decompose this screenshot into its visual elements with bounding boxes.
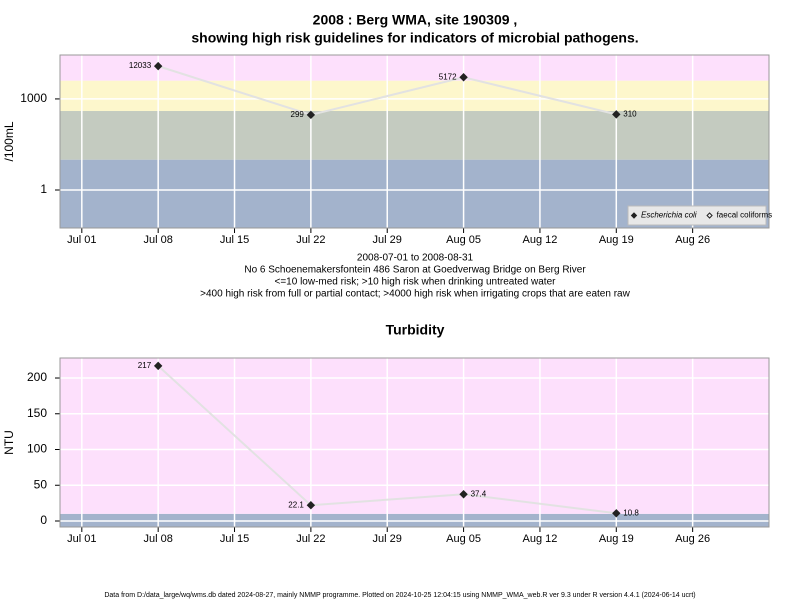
plot-frame bbox=[59, 357, 770, 528]
data-label: 5172 bbox=[439, 72, 457, 81]
chart-title: Turbidity bbox=[386, 322, 445, 338]
plot-frame bbox=[59, 54, 770, 229]
data-point bbox=[306, 500, 316, 510]
x-tick-label: Jul 08 bbox=[143, 533, 172, 545]
y-tick-label: 0 bbox=[40, 513, 47, 527]
x-tick-label: Jul 29 bbox=[373, 533, 402, 545]
data-point bbox=[306, 110, 316, 120]
chart-note: <=10 low-med risk; >10 high risk when dr… bbox=[275, 277, 557, 288]
data-point bbox=[612, 509, 621, 518]
x-tick-label: Aug 26 bbox=[675, 234, 710, 246]
x-tick-label: Jul 15 bbox=[220, 234, 249, 246]
x-tick-label: Aug 05 bbox=[446, 533, 481, 545]
chart-subtitle: showing high risk guidelines for indicat… bbox=[191, 30, 638, 46]
x-tick-label: Jul 15 bbox=[220, 533, 249, 545]
y-axis-label: NTU bbox=[2, 430, 16, 455]
chart-note: >400 high risk from full or partial cont… bbox=[200, 289, 630, 300]
y-tick-label: 50 bbox=[34, 477, 48, 491]
y-tick-label: 1000 bbox=[20, 91, 47, 105]
x-tick-label: Jul 01 bbox=[67, 234, 96, 246]
y-tick-label: 100 bbox=[27, 442, 47, 456]
chart-title: 2008 : Berg WMA, site 190309 , bbox=[313, 12, 518, 28]
data-label: 22.1 bbox=[288, 500, 304, 509]
x-tick-label: Aug 19 bbox=[599, 533, 634, 545]
legend-marker bbox=[706, 212, 713, 219]
risk-band bbox=[60, 80, 769, 112]
legend: Escherichia coli faecal coliforms bbox=[627, 205, 773, 226]
x-tick-label: Aug 12 bbox=[523, 533, 558, 545]
chart-note: 2008-07-01 to 2008-08-31 bbox=[357, 253, 474, 264]
data-label: 217 bbox=[138, 361, 152, 370]
data-point bbox=[612, 110, 621, 119]
y-tick-label: 1 bbox=[40, 182, 47, 196]
x-tick-label: Jul 22 bbox=[296, 234, 325, 246]
data-label: 310 bbox=[623, 109, 637, 118]
y-tick-label: 200 bbox=[27, 370, 47, 384]
data-point bbox=[459, 73, 468, 82]
data-label: 37.4 bbox=[471, 489, 487, 498]
x-tick-label: Aug 19 bbox=[599, 234, 634, 246]
x-tick-label: Jul 08 bbox=[143, 234, 172, 246]
x-tick-label: Aug 05 bbox=[446, 234, 481, 246]
data-label: 10.8 bbox=[623, 508, 639, 517]
risk-band bbox=[60, 358, 769, 514]
x-tick-label: Jul 29 bbox=[373, 234, 402, 246]
x-tick-label: Aug 26 bbox=[675, 533, 710, 545]
data-label: 12033 bbox=[129, 61, 152, 70]
risk-band bbox=[60, 55, 769, 81]
legend-box bbox=[627, 205, 767, 226]
risk-band bbox=[60, 111, 769, 160]
legend-marker bbox=[630, 212, 638, 219]
data-label: 299 bbox=[291, 110, 305, 119]
legend-label: faecal coliforms bbox=[717, 211, 773, 220]
footer: Data from D:/data_large/wq/wms.db dated … bbox=[104, 592, 695, 599]
data-point bbox=[153, 361, 163, 371]
x-tick-label: Jul 01 bbox=[67, 533, 96, 545]
data-point bbox=[459, 490, 468, 499]
x-tick-label: Jul 22 bbox=[296, 533, 325, 545]
x-tick-label: Aug 12 bbox=[523, 234, 558, 246]
y-tick-label: 150 bbox=[27, 406, 47, 420]
y-axis-label: /100mL bbox=[2, 121, 16, 161]
data-point bbox=[153, 61, 163, 71]
series-line bbox=[157, 365, 617, 515]
series-line bbox=[157, 65, 617, 116]
chart-note: No 6 Schoenemakersfontein 486 Saron at G… bbox=[244, 265, 586, 276]
legend-label: Escherichia coli bbox=[641, 211, 697, 220]
